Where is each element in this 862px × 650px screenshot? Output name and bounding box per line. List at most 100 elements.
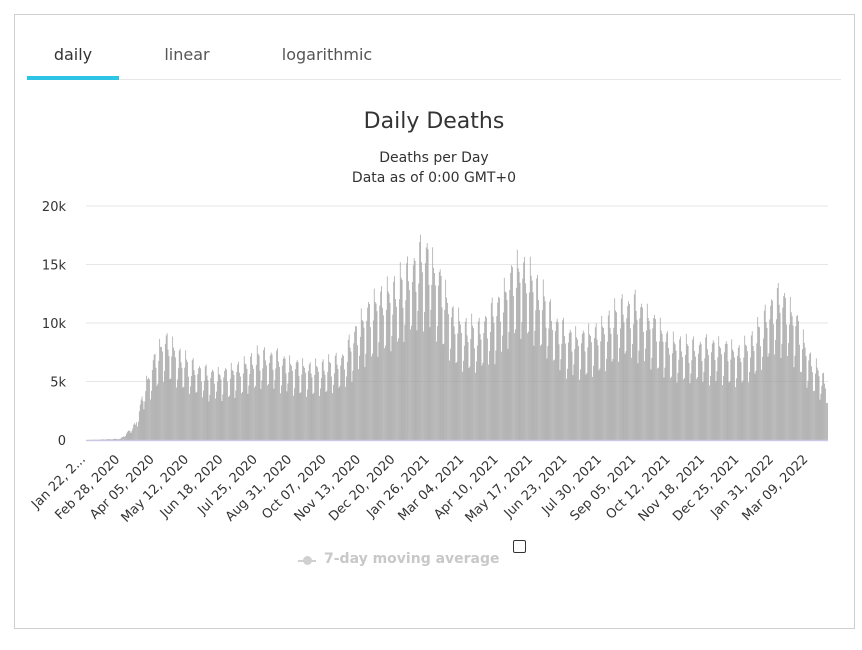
daily-death-bar[interactable] xyxy=(518,271,520,440)
daily-death-bar[interactable] xyxy=(260,389,262,440)
daily-death-bar[interactable] xyxy=(192,358,194,440)
daily-death-bar[interactable] xyxy=(203,380,205,440)
daily-death-bar[interactable] xyxy=(469,366,471,440)
daily-death-bar[interactable] xyxy=(162,351,163,440)
daily-death-bar[interactable] xyxy=(182,387,184,440)
daily-death-bar[interactable] xyxy=(685,333,687,440)
daily-death-bar[interactable] xyxy=(450,317,452,440)
daily-death-bar[interactable] xyxy=(446,297,447,440)
daily-death-bar[interactable] xyxy=(196,391,198,440)
daily-death-bar[interactable] xyxy=(360,308,362,440)
daily-death-bar[interactable] xyxy=(696,378,697,440)
daily-death-bar[interactable] xyxy=(137,426,138,440)
daily-death-bar[interactable] xyxy=(233,375,235,440)
daily-death-bar[interactable] xyxy=(774,354,775,440)
daily-death-bar[interactable] xyxy=(307,389,308,440)
daily-death-bar[interactable] xyxy=(589,334,590,440)
daily-death-bar[interactable] xyxy=(211,372,213,440)
daily-death-bar[interactable] xyxy=(403,341,405,440)
daily-death-bar[interactable] xyxy=(205,364,207,440)
daily-death-bar[interactable] xyxy=(652,328,654,440)
daily-death-bar[interactable] xyxy=(138,411,140,440)
daily-death-bar[interactable] xyxy=(278,361,279,440)
daily-death-bar[interactable] xyxy=(404,324,406,440)
daily-death-bar[interactable] xyxy=(536,278,538,440)
daily-death-bar[interactable] xyxy=(314,374,316,440)
daily-death-bar[interactable] xyxy=(109,439,110,440)
daily-death-bar[interactable] xyxy=(811,366,812,440)
daily-death-bar[interactable] xyxy=(744,335,746,440)
daily-death-bar[interactable] xyxy=(153,354,155,440)
daily-death-bar[interactable] xyxy=(570,332,572,440)
daily-death-bar[interactable] xyxy=(639,318,641,440)
daily-death-bar[interactable] xyxy=(772,300,773,440)
daily-death-bar[interactable] xyxy=(670,378,671,440)
daily-death-bar[interactable] xyxy=(283,356,285,440)
daily-death-bar[interactable] xyxy=(367,307,369,440)
daily-death-bar[interactable] xyxy=(235,390,237,440)
daily-death-bar[interactable] xyxy=(251,353,252,440)
daily-death-bar[interactable] xyxy=(489,332,491,440)
daily-death-bar[interactable] xyxy=(338,387,340,440)
daily-death-bar[interactable] xyxy=(796,316,798,440)
daily-death-bar[interactable] xyxy=(117,439,119,440)
daily-death-bar[interactable] xyxy=(614,298,616,440)
daily-death-bar[interactable] xyxy=(654,314,656,440)
daily-death-bar[interactable] xyxy=(564,336,565,440)
daily-death-bar[interactable] xyxy=(163,382,164,440)
daily-death-bar[interactable] xyxy=(574,349,576,440)
daily-death-bar[interactable] xyxy=(364,367,366,440)
daily-death-bar[interactable] xyxy=(716,371,718,440)
daily-death-bar[interactable] xyxy=(721,354,722,440)
daily-death-bar[interactable] xyxy=(277,348,278,440)
daily-death-bar[interactable] xyxy=(672,331,674,440)
daily-death-bar[interactable] xyxy=(341,357,343,440)
daily-death-bar[interactable] xyxy=(619,347,620,440)
daily-death-bar[interactable] xyxy=(112,439,114,440)
daily-death-bar[interactable] xyxy=(624,353,626,440)
daily-death-bar[interactable] xyxy=(821,385,823,440)
daily-death-bar[interactable] xyxy=(743,357,745,440)
daily-death-bar[interactable] xyxy=(434,272,435,440)
daily-death-bar[interactable] xyxy=(145,391,147,440)
daily-death-bar[interactable] xyxy=(140,399,142,440)
daily-death-bar[interactable] xyxy=(295,362,297,440)
daily-death-bar[interactable] xyxy=(742,380,744,440)
daily-death-bar[interactable] xyxy=(621,294,623,440)
daily-death-bar[interactable] xyxy=(463,360,464,440)
daily-death-bar[interactable] xyxy=(354,331,356,440)
daily-death-bar[interactable] xyxy=(381,286,382,440)
daily-death-bar[interactable] xyxy=(421,262,422,440)
daily-death-bar[interactable] xyxy=(687,346,689,440)
daily-death-bar[interactable] xyxy=(740,362,742,440)
daily-death-bar[interactable] xyxy=(752,345,754,440)
daily-death-bar[interactable] xyxy=(710,352,712,440)
daily-death-bar[interactable] xyxy=(779,312,781,440)
daily-death-bar[interactable] xyxy=(326,390,328,440)
daily-death-bar[interactable] xyxy=(343,355,344,440)
daily-death-bar[interactable] xyxy=(503,277,505,440)
daily-death-bar[interactable] xyxy=(729,381,731,440)
daily-death-bar[interactable] xyxy=(643,331,644,440)
daily-death-bar[interactable] xyxy=(285,373,287,440)
daily-death-bar[interactable] xyxy=(548,328,550,440)
daily-death-bar[interactable] xyxy=(704,358,706,440)
daily-death-bar[interactable] xyxy=(524,256,525,440)
daily-death-bar[interactable] xyxy=(557,322,559,440)
daily-death-bar[interactable] xyxy=(486,317,487,441)
daily-death-bar[interactable] xyxy=(222,394,224,440)
daily-death-bar[interactable] xyxy=(612,358,614,440)
daily-death-bar[interactable] xyxy=(686,344,688,440)
daily-death-bar[interactable] xyxy=(245,364,247,441)
daily-death-bar[interactable] xyxy=(699,341,701,440)
daily-death-bar[interactable] xyxy=(541,344,542,440)
daily-death-bar[interactable] xyxy=(797,315,799,440)
daily-death-bar[interactable] xyxy=(333,384,334,440)
daily-death-bar[interactable] xyxy=(462,371,463,440)
daily-death-bar[interactable] xyxy=(642,307,643,440)
daily-death-bar[interactable] xyxy=(250,356,252,440)
daily-death-bar[interactable] xyxy=(664,367,666,440)
daily-death-bar[interactable] xyxy=(126,432,128,440)
daily-death-bar[interactable] xyxy=(105,439,107,440)
daily-death-bar[interactable] xyxy=(288,372,290,440)
